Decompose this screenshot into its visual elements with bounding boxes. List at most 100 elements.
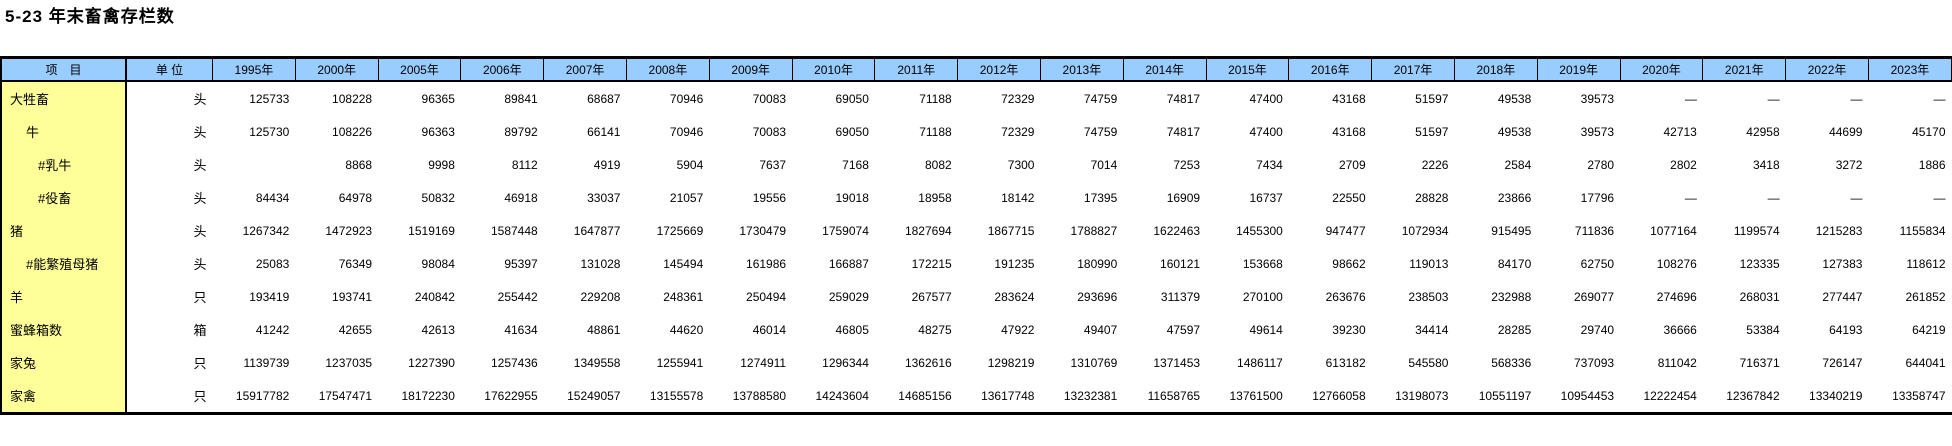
cell-value: 108276 — [1656, 256, 1697, 271]
cell-value: — — [1850, 91, 1863, 106]
cell-value: 1362616 — [904, 355, 952, 370]
cell-value: 16737 — [1249, 190, 1283, 205]
table-row: 大牲畜 头 125733 108228 96365 89841 68687 70946 7008… — [1, 81, 1952, 115]
cell-value: 311379 — [1160, 289, 1201, 304]
cell-value: 248361 — [663, 289, 704, 304]
cell-value: 48275 — [918, 322, 952, 337]
cell-value: 96363 — [421, 124, 455, 139]
row-unit: 只 — [193, 356, 207, 371]
cell-value: 161986 — [746, 256, 787, 271]
cell-value: 255442 — [497, 289, 538, 304]
cell-value: 8868 — [345, 157, 373, 172]
cell-value: 1227390 — [408, 355, 455, 370]
cell-value: 1827694 — [904, 223, 952, 238]
cell-value: 44620 — [669, 322, 704, 337]
cell-value: 74817 — [1166, 91, 1201, 106]
row-label: 大牲畜 — [1, 81, 127, 115]
row-label: 家兔 — [1, 346, 127, 379]
header-year: 2022年 — [1785, 57, 1869, 82]
cell-value: 17796 — [1580, 190, 1615, 205]
cell-value: 18142 — [1001, 190, 1035, 205]
cell-value: 1788827 — [1070, 223, 1118, 238]
header-year: 2013年 — [1039, 57, 1124, 82]
cell-value: 2780 — [1587, 157, 1615, 172]
cell-value: 1622463 — [1153, 223, 1201, 238]
cell-value: 11658765 — [1147, 388, 1201, 403]
cell-value: 71188 — [919, 91, 952, 106]
cell-value: 89792 — [504, 124, 538, 139]
cell-value: 14685156 — [898, 388, 952, 403]
cell-value: 17395 — [1083, 190, 1118, 205]
cell-value: 180990 — [1077, 256, 1118, 271]
cell-value: 47400 — [1249, 124, 1283, 139]
cell-value: — — [1850, 190, 1863, 205]
cell-value: 10954453 — [1560, 388, 1615, 403]
header-year: 2014年 — [1122, 57, 1207, 82]
cell-value: 2709 — [1338, 157, 1366, 172]
cell-value: 69050 — [835, 91, 869, 106]
cell-value: 96365 — [421, 91, 455, 106]
cell-value: 127383 — [1822, 256, 1863, 271]
cell-value: 46014 — [752, 322, 787, 337]
header-year: 2011年 — [874, 57, 959, 82]
cell-value: 36666 — [1663, 322, 1697, 337]
cell-value: 1349558 — [573, 355, 621, 370]
cell-value: 3418 — [1752, 157, 1780, 172]
table-body: 大牲畜头 125733 108228 96365 89841 68687 70946 7008… — [1, 81, 1952, 414]
cell-value: 1310769 — [1070, 355, 1118, 370]
cell-value: 19556 — [752, 190, 787, 205]
cell-value: — — [1933, 190, 1946, 205]
cell-value: 47400 — [1249, 91, 1283, 106]
cell-value: 14243604 — [815, 388, 869, 403]
cell-value: 711836 — [1574, 223, 1615, 238]
row-label: 牛 — [1, 115, 127, 148]
cell-value: 19018 — [835, 190, 869, 205]
cell-value: 153668 — [1242, 256, 1283, 271]
cell-value: 13340219 — [1809, 388, 1863, 403]
cell-value: 1519169 — [408, 223, 455, 238]
cell-value: 1725669 — [656, 223, 704, 238]
cell-value: 1867715 — [987, 223, 1035, 238]
cell-value: 1371453 — [1153, 355, 1201, 370]
cell-value: 12367842 — [1726, 388, 1780, 403]
cell-value: 568336 — [1491, 355, 1532, 370]
cell-value: 49538 — [1497, 91, 1532, 106]
cell-value: 70946 — [669, 91, 704, 106]
header-year: 2023年 — [1867, 57, 1952, 82]
cell-value: 62750 — [1580, 256, 1615, 271]
cell-value: 46805 — [835, 322, 869, 337]
cell-value: 84434 — [255, 190, 290, 205]
cell-value: 42613 — [421, 322, 455, 337]
cell-value: 193741 — [332, 289, 373, 304]
cell-value: 34414 — [1415, 322, 1449, 337]
cell-value: 7014 — [1090, 157, 1118, 172]
cell-value: 74759 — [1083, 124, 1118, 139]
cell-value: 1587448 — [490, 223, 538, 238]
table-header: 项 目 单 位 1995年 2000年 2005年 2006年 2007年 2008年 20… — [0, 57, 1952, 82]
cell-value: 13761500 — [1229, 388, 1283, 403]
cell-value: 2584 — [1504, 157, 1532, 172]
cell-value: 1759074 — [822, 223, 869, 238]
cell-value: 270100 — [1242, 289, 1283, 304]
cell-value: 125730 — [249, 124, 290, 139]
cell-value: 123335 — [1739, 256, 1780, 271]
cell-value: 47597 — [1166, 322, 1201, 337]
cell-value: 947477 — [1325, 223, 1366, 238]
cell-value: 10551197 — [1478, 388, 1532, 403]
cell-value: 229208 — [580, 289, 621, 304]
cell-value: 131028 — [580, 256, 621, 271]
cell-value: 39573 — [1580, 91, 1615, 106]
cell-value: 51597 — [1415, 124, 1449, 139]
cell-value: 8112 — [511, 157, 538, 172]
cell-value: 70946 — [669, 124, 704, 139]
cell-value: 274696 — [1656, 289, 1697, 304]
cell-value: 13788580 — [732, 388, 787, 403]
cell-value: 1472923 — [325, 223, 373, 238]
table-row: #能繁殖母猪 头 25083 76349 98084 95397 131028 145494 1… — [1, 247, 1952, 280]
cell-value: 1155834 — [1899, 223, 1946, 238]
cell-value: 238503 — [1408, 289, 1449, 304]
cell-value: 5904 — [676, 157, 704, 172]
header-year: 2007年 — [543, 57, 627, 82]
cell-value: 1255941 — [656, 355, 704, 370]
header-year: 2008年 — [625, 57, 710, 82]
